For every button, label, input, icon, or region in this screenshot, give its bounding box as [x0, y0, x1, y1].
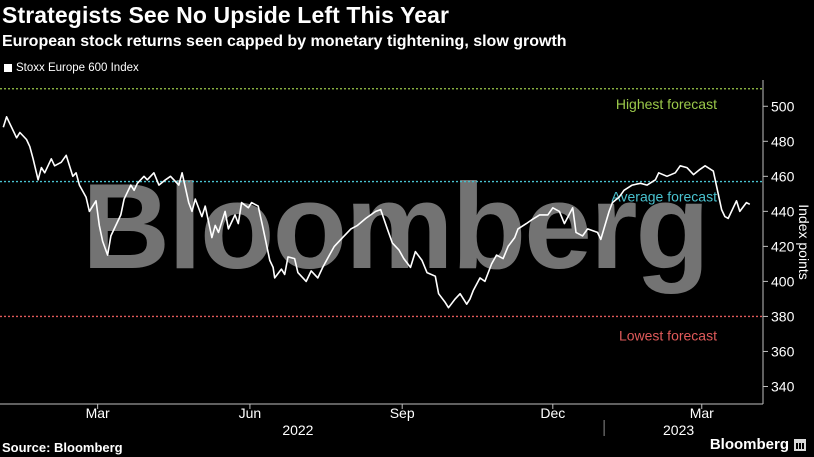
chart-icon [794, 438, 806, 451]
y-tick-label-1: 360 [771, 343, 795, 359]
y-tick-label-4: 420 [771, 238, 795, 254]
y-tick-label-0: 340 [771, 378, 795, 394]
reference-label-2: Lowest forecast [619, 327, 717, 343]
y-tick-label-2: 380 [771, 308, 795, 324]
legend-swatch [4, 64, 12, 72]
y-tick-label-6: 460 [771, 168, 795, 184]
legend: Stoxx Europe 600 Index [4, 62, 139, 74]
series-line-0 [2, 116, 751, 309]
legend-label: Stoxx Europe 600 Index [16, 62, 139, 74]
y-tick-label-5: 440 [771, 203, 795, 219]
chart-title: Strategists See No Upside Left This Year [2, 2, 450, 28]
reference-label-0: Highest forecast [616, 96, 717, 112]
y-tick-label-3: 400 [771, 273, 795, 289]
brand-name: Bloomberg [709, 436, 789, 453]
x-year-label-1: 2023 [663, 422, 694, 438]
reference-label-1: Average forecast [611, 189, 717, 205]
watermark-text: Bloomberg [82, 158, 708, 294]
x-tick-label-0: Mar [86, 405, 110, 421]
x-tick-label-4: Mar [690, 405, 714, 421]
y-axis-title: Index points [796, 204, 812, 280]
x-tick-label-1: Jun [239, 405, 262, 421]
x-tick-label-3: Dec [540, 405, 565, 421]
source-note: Source: Bloomberg [2, 440, 123, 455]
x-year-label-0: 2022 [282, 422, 313, 438]
y-tick-label-8: 500 [771, 98, 795, 114]
y-tick-label-7: 480 [771, 133, 795, 149]
x-tick-label-2: Sep [390, 405, 415, 421]
brand-mark: Bloomberg [710, 436, 806, 453]
chart-subtitle: European stock returns seen capped by mo… [2, 33, 567, 50]
